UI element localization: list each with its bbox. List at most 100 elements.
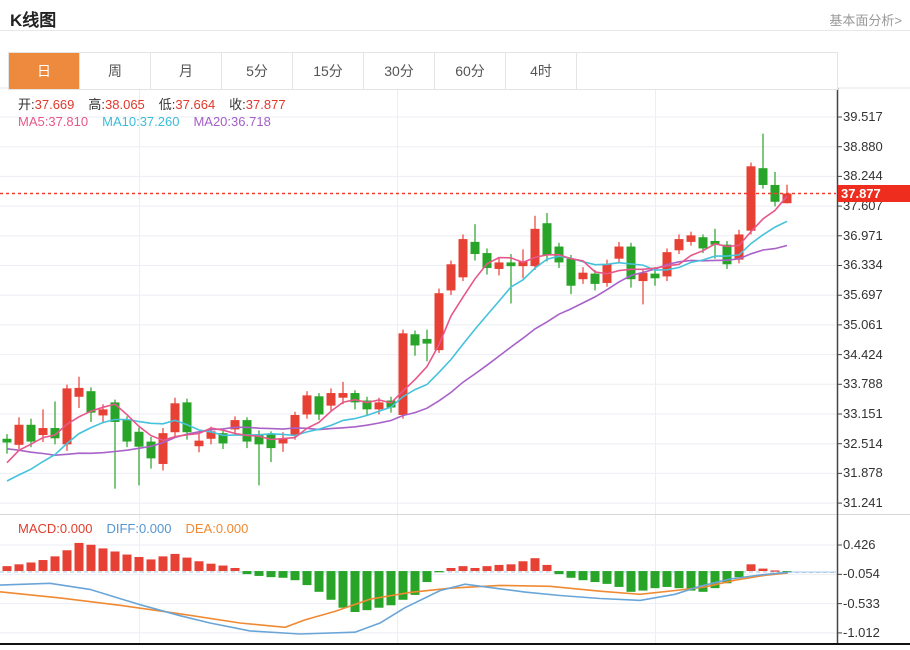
macd-hist-bar	[206, 563, 216, 572]
macd-hist-bar	[38, 560, 48, 572]
candle-body-up	[338, 393, 348, 398]
macd-hist-bar	[734, 571, 744, 578]
ma-MA10: MA10:37.260	[102, 114, 180, 129]
macd-hist-bar	[218, 565, 228, 572]
macd-hist-bar	[242, 571, 252, 575]
ohlc-低: 低:37.664	[158, 97, 216, 112]
candle-body-down	[506, 262, 516, 267]
macd-hist-bar	[254, 571, 264, 576]
candle-body-up	[734, 234, 744, 260]
macd-hist-bar	[86, 544, 96, 572]
candle-body-down	[470, 241, 480, 255]
macd-hist-bar	[650, 571, 660, 589]
price-axis-label: 33.788	[843, 376, 883, 392]
candle-body-down	[134, 431, 144, 447]
tab-15分[interactable]: 15分	[293, 53, 364, 89]
tab-日[interactable]: 日	[9, 53, 80, 89]
tab-4时[interactable]: 4时	[506, 53, 577, 89]
macd-hist-bar	[362, 571, 372, 611]
candle-body-down	[182, 402, 192, 433]
macd-hist-bar	[662, 571, 672, 587]
candle-body-up	[746, 166, 756, 231]
candle-body-up	[458, 239, 468, 278]
macd-hist-bar	[122, 554, 132, 572]
price-axis-label: 35.061	[843, 316, 883, 332]
ohlc-开: 开:37.669	[18, 97, 75, 112]
price-axis-label: 32.514	[843, 435, 883, 451]
macd-hist-bar	[566, 571, 576, 578]
macd-axis-label: 0.426	[843, 537, 876, 552]
macd-hist-bar	[590, 571, 600, 583]
candle-body-up	[782, 193, 792, 204]
candle-body-up	[434, 293, 444, 351]
macd-hist-bar	[50, 556, 60, 572]
price-axis-label: 36.334	[843, 257, 883, 273]
macd-hist-bar	[602, 571, 612, 584]
page-title: K线图	[10, 11, 57, 30]
header-divider	[0, 30, 910, 31]
price-axis-label: 39.517	[843, 109, 883, 124]
period-tab-bar: 日周月 5分 15分 30分 60分 4时	[8, 52, 838, 90]
macd-hist-bar	[626, 571, 636, 592]
candle-body-down	[566, 258, 576, 286]
macd-hist-bar	[398, 571, 408, 600]
macd-hist-bar	[434, 571, 444, 573]
candle-body-down	[86, 391, 96, 413]
ma-readout: MA5:37.810 MA10:37.260 MA20:36.718	[18, 114, 285, 129]
fundamental-analysis-link[interactable]: 基本面分析>	[829, 13, 902, 28]
ohlc-收: 收:37.877	[229, 97, 286, 112]
current-price-tag: 37.877	[838, 185, 910, 202]
candle-body-down	[254, 434, 264, 445]
macd-hist-bar	[578, 571, 588, 581]
ma5-line	[6, 195, 788, 464]
macd-hist-bar	[266, 571, 276, 578]
macd-hist-bar	[482, 566, 492, 572]
macd-hist-bar	[194, 561, 204, 572]
candle-body-up	[98, 409, 108, 416]
candle-body-up	[206, 431, 216, 439]
candle-body-down	[722, 244, 732, 265]
candle-body-up	[14, 424, 24, 445]
macd-hist-bar	[506, 564, 516, 572]
macd-hist-bar	[494, 564, 504, 572]
tab-30分[interactable]: 30分	[364, 53, 435, 89]
price-axis-label: 38.244	[843, 168, 883, 184]
macd-hist-bar	[110, 551, 120, 572]
macd-hist-bar	[638, 571, 648, 591]
candle-body-down	[410, 334, 420, 346]
macd-hist-bar	[386, 571, 396, 606]
tab-5分[interactable]: 5分	[222, 53, 293, 89]
candle-body-down	[542, 223, 552, 255]
candle-body-up	[446, 264, 456, 291]
macd-hist-bar	[134, 556, 144, 572]
macd-hist-bar	[710, 571, 720, 589]
tab-60分[interactable]: 60分	[435, 53, 506, 89]
candle-body-up	[374, 402, 384, 410]
macd-hist-bar	[314, 571, 324, 592]
candle-body-down	[122, 420, 132, 442]
candle-body-up	[38, 428, 48, 436]
tab-周[interactable]: 周	[80, 53, 151, 89]
candle-body-up	[518, 261, 528, 267]
candle-body-up	[74, 387, 84, 397]
diff-line	[0, 571, 789, 635]
price-axis-label: 35.697	[843, 287, 883, 303]
candle-body-down	[626, 246, 636, 280]
tab-月[interactable]: 月	[151, 53, 222, 89]
macd-hist-bar	[290, 571, 300, 581]
macd-hist-bar	[422, 571, 432, 583]
macd-hist-bar	[698, 571, 708, 592]
candle-body-up	[170, 403, 180, 433]
price-axis-label: 33.151	[843, 405, 883, 421]
candle-body-down	[350, 393, 360, 403]
macd-hist-bar	[770, 570, 780, 572]
macd-hist-bar	[74, 542, 84, 572]
price-axis-label: 38.880	[843, 138, 883, 154]
ma10-line	[6, 220, 788, 482]
candle-body-up	[158, 433, 168, 464]
macd-hist-bar	[470, 567, 480, 572]
candle-body-down	[110, 402, 120, 422]
macd-hist-bar	[14, 564, 24, 572]
macd-hist-bar	[374, 571, 384, 608]
